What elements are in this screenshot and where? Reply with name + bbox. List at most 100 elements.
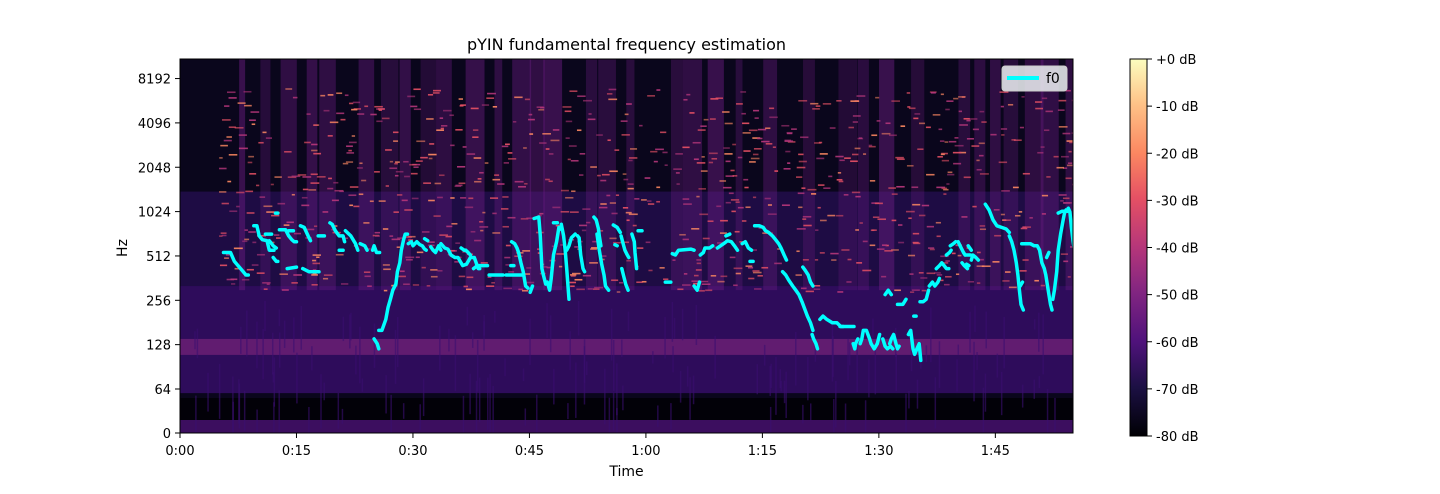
colorbar-gradient bbox=[1129, 58, 1148, 437]
f0-segment bbox=[895, 297, 908, 307]
colorbar-tick-label: +0 dB bbox=[1156, 53, 1196, 68]
f0-segment bbox=[956, 239, 967, 257]
f0-segment bbox=[918, 288, 931, 304]
f0-segment bbox=[328, 221, 347, 244]
f0-segment bbox=[595, 232, 611, 292]
f0-segment bbox=[1082, 231, 1095, 254]
f0-segment bbox=[948, 239, 958, 248]
f0-segment bbox=[810, 332, 820, 351]
legend-f0-label: f0 bbox=[1046, 71, 1060, 87]
y-axis: 0 64 128 256 512 1024 2048 4096 8192 bbox=[138, 73, 180, 442]
f0-segment bbox=[252, 224, 276, 252]
colorbar-tick-label: -40 dB bbox=[1156, 242, 1199, 257]
f0-segment bbox=[277, 228, 299, 244]
f0-segment bbox=[439, 241, 482, 271]
f0-segment bbox=[724, 232, 732, 238]
f0-segment bbox=[370, 244, 382, 255]
f0-segment bbox=[752, 224, 789, 262]
spectrogram-background bbox=[180, 59, 1073, 433]
f0-series bbox=[221, 202, 1095, 363]
f0-segment bbox=[343, 228, 360, 252]
colorbar-tick-label: -30 dB bbox=[1156, 194, 1199, 209]
f0-segment bbox=[906, 328, 923, 363]
colorbar-tick-label: -60 dB bbox=[1156, 336, 1199, 351]
colorbar-ticks: +0 dB -10 dB -20 dB -30 dB -40 dB -50 dB -60 d… bbox=[1147, 53, 1199, 445]
y-tick-label: 1024 bbox=[138, 206, 171, 221]
f0-segment bbox=[887, 332, 901, 351]
f0-segment bbox=[271, 255, 280, 264]
f0-segment bbox=[377, 232, 410, 333]
f0-segment bbox=[372, 337, 381, 351]
y-tick-label: 512 bbox=[146, 250, 171, 265]
f0-segment bbox=[670, 247, 696, 257]
f0-segment bbox=[471, 263, 490, 271]
legend: f0 bbox=[1001, 65, 1068, 92]
y-tick-label: 256 bbox=[146, 294, 171, 309]
f0-segment bbox=[358, 241, 369, 252]
colorbar-tick-label: -10 dB bbox=[1156, 100, 1199, 115]
f0-segment bbox=[620, 266, 630, 292]
y-tick-label: 8192 bbox=[138, 73, 171, 88]
f0-segment bbox=[285, 265, 299, 271]
f0-segment bbox=[1018, 280, 1025, 288]
f0-segment bbox=[559, 222, 571, 302]
y-tick-label: 128 bbox=[146, 339, 171, 354]
f0-segment bbox=[966, 244, 974, 252]
y-tick-label: 0 bbox=[163, 427, 171, 442]
f0-segment bbox=[221, 250, 251, 277]
f0-segment bbox=[611, 223, 623, 235]
f0-segment bbox=[564, 232, 577, 252]
f0-segment bbox=[1019, 241, 1054, 312]
f0-segment bbox=[692, 280, 702, 292]
f0-segment bbox=[801, 265, 815, 288]
f0-segment bbox=[592, 215, 603, 248]
f0-segment bbox=[267, 238, 279, 250]
f0-segment bbox=[545, 225, 563, 292]
chart-title: pYIN fundamental frequency estimation bbox=[467, 35, 786, 54]
y-tick-label: 64 bbox=[154, 383, 171, 398]
x-tick-label: 1:15 bbox=[748, 444, 777, 459]
colorbar-tick-label: -80 dB bbox=[1156, 430, 1199, 445]
colorbar-tick-label: -70 dB bbox=[1156, 383, 1199, 398]
f0-segment bbox=[883, 288, 894, 297]
f0-segment bbox=[575, 234, 587, 274]
f0-segment bbox=[927, 276, 942, 288]
f0-segment bbox=[944, 248, 953, 257]
f0-segment bbox=[300, 266, 321, 274]
f0-segment bbox=[613, 242, 619, 248]
f0-segment bbox=[740, 239, 754, 252]
f0-segment bbox=[509, 239, 530, 290]
f0-segment bbox=[528, 284, 535, 295]
f0-segment bbox=[1066, 206, 1073, 252]
f0-segment bbox=[464, 248, 473, 257]
y-tick-label: 4096 bbox=[138, 117, 171, 132]
f0-segment bbox=[1007, 234, 1026, 312]
f0-segment bbox=[1051, 208, 1068, 302]
y-tick-label: 2048 bbox=[138, 161, 171, 176]
f0-segment bbox=[630, 232, 639, 271]
f0-segment bbox=[532, 215, 548, 286]
f0-segment bbox=[881, 337, 895, 351]
f0-segment bbox=[780, 269, 815, 333]
colorbar: +0 dB -10 dB -20 dB -30 dB -40 dB -50 dB -60 d… bbox=[1129, 53, 1199, 445]
f0-segment bbox=[298, 224, 313, 243]
f0-segment bbox=[422, 236, 430, 243]
f0-segment bbox=[1056, 209, 1071, 215]
y-axis-label: Hz bbox=[115, 239, 131, 257]
f0-segment bbox=[960, 261, 970, 271]
f0-segment bbox=[406, 239, 428, 252]
x-tick-label: 0:45 bbox=[515, 444, 544, 459]
f0-segment bbox=[969, 253, 981, 262]
f0-segment bbox=[619, 234, 631, 260]
f0-segment bbox=[964, 262, 971, 268]
x-axis-label: Time bbox=[608, 464, 643, 480]
f0-segment bbox=[858, 328, 882, 351]
x-tick-label: 1:45 bbox=[981, 444, 1010, 459]
f0-segment bbox=[698, 244, 715, 257]
x-tick-label: 1:30 bbox=[864, 444, 893, 459]
f0-segment bbox=[851, 337, 860, 351]
colorbar-tick-label: -20 dB bbox=[1156, 147, 1199, 162]
plot-frame bbox=[179, 58, 1074, 434]
